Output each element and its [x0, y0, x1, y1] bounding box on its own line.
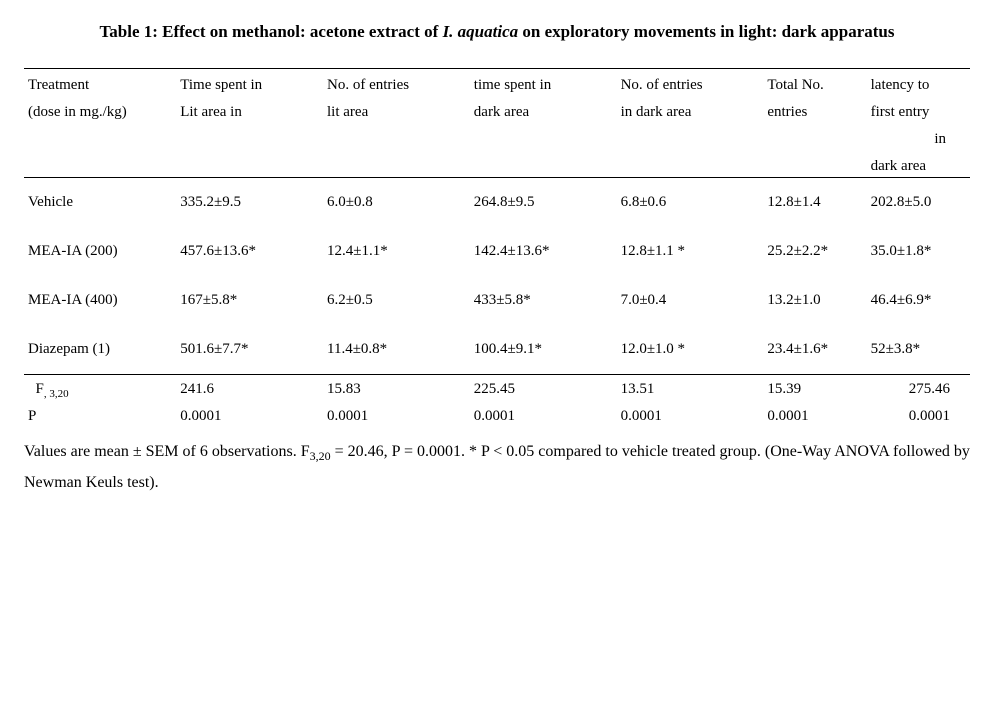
cell: 264.8±9.5: [470, 178, 617, 227]
hdr3-c7b: dark area: [867, 150, 970, 178]
table-row: Vehicle 335.2±9.5 6.0±0.8 264.8±9.5 6.8±…: [24, 178, 970, 227]
cell: 167±5.8*: [176, 276, 323, 325]
p-row: P 0.0001 0.0001 0.0001 0.0001 0.0001 0.0…: [24, 402, 970, 427]
f-row: F, 3,20 241.6 15.83 225.45 13.51 15.39 2…: [24, 375, 970, 402]
hdr-c6: Total No.: [763, 69, 866, 96]
table-title: Table 1: Effect on methanol: acetone ext…: [24, 20, 970, 44]
title-suffix: on exploratory movements in light: dark …: [518, 22, 894, 41]
cell: 6.0±0.8: [323, 178, 470, 227]
footnote-sub: 3,20: [310, 449, 331, 463]
cell: 7.0±0.4: [617, 276, 764, 325]
f-val: 13.51: [617, 375, 764, 402]
header-row-3: in: [24, 123, 970, 150]
p-val: 0.0001: [323, 402, 470, 427]
cell: 12.8±1.1 *: [617, 227, 764, 276]
hdr2-c5: in dark area: [617, 96, 764, 123]
cell: MEA-IA (200): [24, 227, 176, 276]
footnote-pre: Values are mean ± SEM of 6 observations.…: [24, 443, 310, 460]
cell: MEA-IA (400): [24, 276, 176, 325]
cell: 12.0±1.0 *: [617, 325, 764, 375]
table-row: Diazepam (1) 501.6±7.7* 11.4±0.8* 100.4±…: [24, 325, 970, 375]
cell: 202.8±5.0: [867, 178, 970, 227]
data-table: Treatment Time spent in No. of entries t…: [24, 68, 970, 427]
hdr-c7: latency to: [867, 69, 970, 96]
hdr2-c7: first entry: [867, 96, 970, 123]
hdr-c4: time spent in: [470, 69, 617, 96]
table-footnote: Values are mean ± SEM of 6 observations.…: [24, 437, 970, 498]
header-row-3b: dark area: [24, 150, 970, 178]
cell: 457.6±13.6*: [176, 227, 323, 276]
hdr2-c4: dark area: [470, 96, 617, 123]
hdr2-c1: (dose in mg./kg): [24, 96, 176, 123]
hdr-c5: No. of entries: [617, 69, 764, 96]
f-val: 15.83: [323, 375, 470, 402]
p-val: 0.0001: [176, 402, 323, 427]
p-label: P: [24, 402, 176, 427]
cell: 501.6±7.7*: [176, 325, 323, 375]
p-val: 0.0001: [470, 402, 617, 427]
f-val: 241.6: [176, 375, 323, 402]
cell: 35.0±1.8*: [867, 227, 970, 276]
f-val: 15.39: [763, 375, 866, 402]
title-prefix: Table 1: Effect on methanol: acetone ext…: [99, 22, 442, 41]
hdr3-c7a: in: [867, 123, 970, 150]
header-row-1: Treatment Time spent in No. of entries t…: [24, 69, 970, 96]
cell: 335.2±9.5: [176, 178, 323, 227]
cell: 52±3.8*: [867, 325, 970, 375]
cell: 12.8±1.4: [763, 178, 866, 227]
cell: 433±5.8*: [470, 276, 617, 325]
cell: 142.4±13.6*: [470, 227, 617, 276]
p-val: 0.0001: [867, 402, 970, 427]
cell: 100.4±9.1*: [470, 325, 617, 375]
hdr2-c2: Lit area in: [176, 96, 323, 123]
cell: 11.4±0.8*: [323, 325, 470, 375]
title-italic: I. aquatica: [443, 22, 519, 41]
hdr2-c3: lit area: [323, 96, 470, 123]
cell: 25.2±2.2*: [763, 227, 866, 276]
hdr-c2: Time spent in: [176, 69, 323, 96]
cell: 6.8±0.6: [617, 178, 764, 227]
header-row-2: (dose in mg./kg) Lit area in lit area da…: [24, 96, 970, 123]
cell: 23.4±1.6*: [763, 325, 866, 375]
cell: Vehicle: [24, 178, 176, 227]
f-val: 275.46: [867, 375, 970, 402]
table-row: MEA-IA (400) 167±5.8* 6.2±0.5 433±5.8* 7…: [24, 276, 970, 325]
cell: 12.4±1.1*: [323, 227, 470, 276]
cell: Diazepam (1): [24, 325, 176, 375]
cell: 13.2±1.0: [763, 276, 866, 325]
p-val: 0.0001: [763, 402, 866, 427]
hdr-c3: No. of entries: [323, 69, 470, 96]
p-val: 0.0001: [617, 402, 764, 427]
f-label: F, 3,20: [24, 375, 176, 402]
hdr-c1: Treatment: [24, 69, 176, 96]
f-val: 225.45: [470, 375, 617, 402]
table-row: MEA-IA (200) 457.6±13.6* 12.4±1.1* 142.4…: [24, 227, 970, 276]
cell: 46.4±6.9*: [867, 276, 970, 325]
cell: 6.2±0.5: [323, 276, 470, 325]
hdr2-c6: entries: [763, 96, 866, 123]
